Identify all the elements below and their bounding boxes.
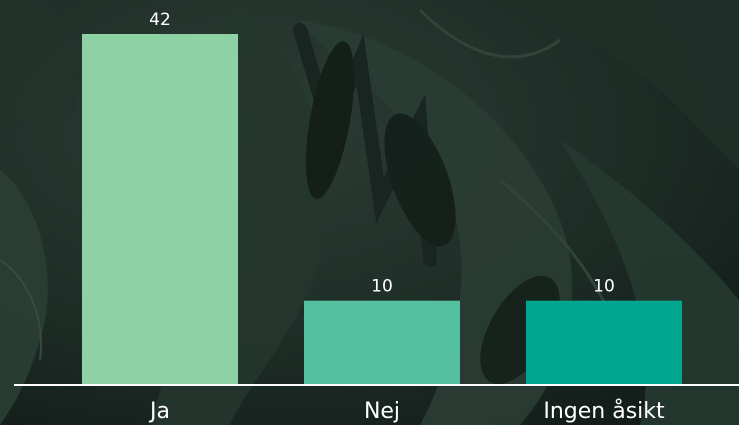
category-label-1: Nej [364,399,400,424]
data-label-0: 42 [149,10,171,30]
bar-1 [304,300,460,384]
bar-0 [82,34,238,384]
bar-2 [526,300,682,384]
data-label-2: 10 [593,277,615,297]
data-label-1: 10 [371,277,393,297]
category-label-0: Ja [148,399,170,424]
category-label-2: Ingen åsikt [543,398,665,424]
